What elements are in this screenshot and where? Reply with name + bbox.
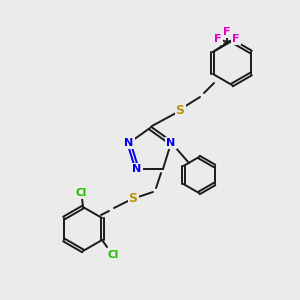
- Text: Cl: Cl: [107, 250, 119, 260]
- Text: N: N: [132, 164, 142, 174]
- Text: F: F: [232, 34, 240, 44]
- Text: Cl: Cl: [75, 188, 87, 198]
- Text: N: N: [167, 138, 176, 148]
- Text: S: S: [128, 193, 137, 206]
- Text: S: S: [176, 103, 184, 116]
- Text: F: F: [214, 34, 222, 44]
- Text: N: N: [124, 138, 134, 148]
- Text: F: F: [223, 27, 231, 37]
